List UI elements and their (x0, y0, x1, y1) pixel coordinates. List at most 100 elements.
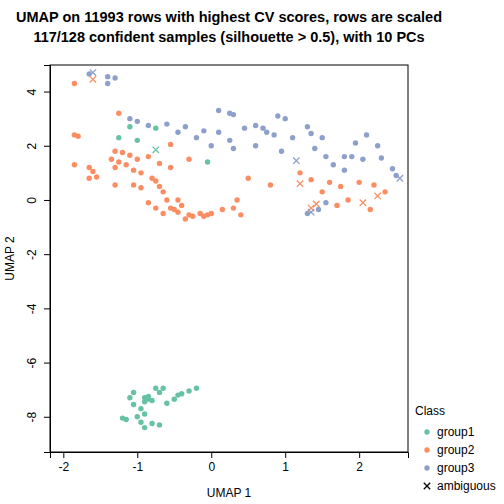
point (105, 81, 110, 86)
point (360, 199, 366, 205)
point (179, 391, 184, 396)
point (175, 209, 180, 214)
point (153, 205, 158, 210)
point (375, 143, 380, 148)
point (209, 211, 214, 216)
point (194, 386, 199, 391)
point (183, 124, 188, 129)
x-axis-title: UMAP 1 (207, 486, 252, 500)
point (157, 422, 162, 427)
point (105, 74, 110, 79)
point (316, 207, 321, 212)
point (123, 417, 128, 422)
x-tick: 1 (282, 452, 289, 474)
point (382, 189, 387, 194)
y-tick-mark (44, 200, 50, 201)
y-tick-mark (44, 254, 50, 255)
y-tick-label: 2 (25, 143, 39, 150)
point (271, 132, 276, 137)
point (319, 135, 324, 140)
point (146, 394, 151, 399)
point (360, 157, 365, 162)
point (123, 162, 128, 167)
point (201, 128, 206, 133)
point (157, 161, 162, 166)
point (194, 135, 199, 140)
point (157, 184, 162, 189)
x-tick: 2 (356, 452, 363, 474)
point (308, 209, 314, 215)
y-axis-title: UMAP 2 (3, 236, 17, 281)
point (112, 165, 117, 170)
point (253, 143, 258, 148)
point (260, 125, 265, 130)
point (297, 181, 303, 187)
point (127, 124, 132, 129)
points (72, 69, 403, 430)
y-tick-label: 4 (25, 88, 39, 95)
point (216, 130, 221, 135)
point (94, 174, 99, 179)
point (186, 388, 191, 393)
point (175, 197, 180, 202)
point (331, 162, 336, 167)
series-group3 (87, 71, 399, 216)
point (179, 203, 184, 208)
point (231, 146, 236, 151)
legend-title: Class (415, 404, 445, 418)
x-tick-label: 1 (282, 460, 289, 474)
x-tick-label: 0 (208, 460, 215, 474)
legend-label: group1 (437, 425, 475, 439)
point (209, 143, 214, 148)
point (279, 148, 284, 153)
point (397, 175, 403, 181)
point (327, 180, 332, 185)
point (164, 197, 169, 202)
y-tick: 4 (25, 88, 50, 95)
point (268, 182, 273, 187)
point (297, 170, 302, 175)
point (142, 425, 147, 430)
point (175, 130, 180, 135)
point (168, 165, 173, 170)
series-group1 (116, 124, 210, 430)
point (120, 150, 125, 155)
point (135, 157, 140, 162)
point (138, 185, 143, 190)
x-tick: -1 (132, 452, 143, 474)
point (368, 207, 373, 212)
point (164, 401, 169, 406)
point (234, 197, 239, 202)
point (246, 176, 251, 181)
point (146, 200, 151, 205)
series-group2 (72, 81, 388, 222)
point (220, 207, 225, 212)
y-tick-label: -2 (25, 249, 39, 260)
y-tick-mark (44, 308, 50, 309)
title: UMAP on 11993 rows with highest CV score… (16, 9, 442, 45)
y-tick: -6 (25, 357, 50, 368)
point (253, 123, 258, 128)
y-axis: -8-6-4-2024 (25, 66, 51, 453)
point (90, 169, 95, 174)
point (242, 125, 247, 130)
point (112, 182, 117, 187)
x-tick-mark (137, 452, 138, 458)
x-tick-label: -2 (58, 460, 69, 474)
x-axis: -2 -1 0 1 2 (51, 452, 409, 474)
x-axis-line (51, 453, 409, 459)
legend-marker (424, 429, 429, 434)
point (160, 189, 165, 194)
point (390, 166, 395, 171)
point (138, 419, 143, 424)
plot-frame (50, 65, 408, 452)
point (127, 395, 132, 400)
point (216, 108, 221, 113)
point (345, 197, 350, 202)
point (131, 167, 136, 172)
y-tick-mark (44, 92, 50, 93)
y-tick: 0 (25, 197, 50, 204)
point (356, 180, 361, 185)
point (153, 147, 159, 153)
point (90, 76, 96, 82)
